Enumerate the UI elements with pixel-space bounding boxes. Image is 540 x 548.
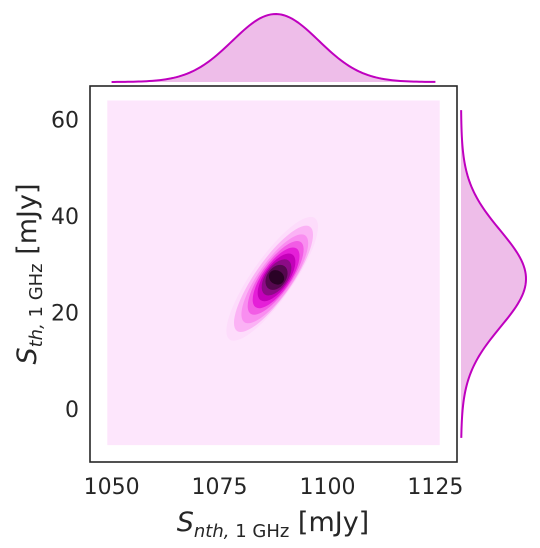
x-label-subscript-unit: 1 GHz (230, 521, 290, 542)
y-axis-label: Sth, 1 GHz [mJy] (12, 183, 47, 364)
y-tick-label: 20 (51, 302, 79, 327)
right-marginal-density (460, 110, 527, 438)
kde-contour-level-9 (268, 270, 285, 285)
right-marginal-fill (461, 110, 526, 438)
x-tick-labels: 1050 1075 1100 1125 (84, 475, 464, 500)
y-tick-labels: 0 20 40 60 (51, 109, 79, 423)
x-axis-label: Snth, 1 GHz [mJy] (177, 507, 369, 542)
x-label-subscript-var: nth, (194, 521, 230, 542)
y-label-subscript-var: th, (26, 323, 47, 347)
right-marginal-curve (460, 110, 527, 438)
plot-frame (89, 85, 458, 463)
y-tick-label: 40 (51, 205, 79, 230)
y-label-symbol: S (12, 347, 43, 364)
x-label-symbol: S (177, 507, 194, 538)
kde-contours (226, 216, 319, 341)
x-tick-label: 1075 (192, 475, 248, 500)
y-tick-label: 0 (65, 398, 79, 423)
top-marginal-fill (111, 14, 436, 82)
x-label-unit: [mJy] (289, 507, 369, 538)
x-tick-label: 1050 (84, 475, 140, 500)
x-tick-label: 1125 (407, 475, 463, 500)
top-marginal-curve (111, 13, 436, 83)
main-axes (89, 85, 458, 463)
x-tick-label: 1100 (299, 475, 355, 500)
top-marginal-density (111, 13, 436, 83)
y-tick-label: 60 (51, 109, 79, 134)
y-label-unit: [mJy] (12, 183, 43, 263)
y-label-subscript-unit: 1 GHz (26, 263, 47, 323)
